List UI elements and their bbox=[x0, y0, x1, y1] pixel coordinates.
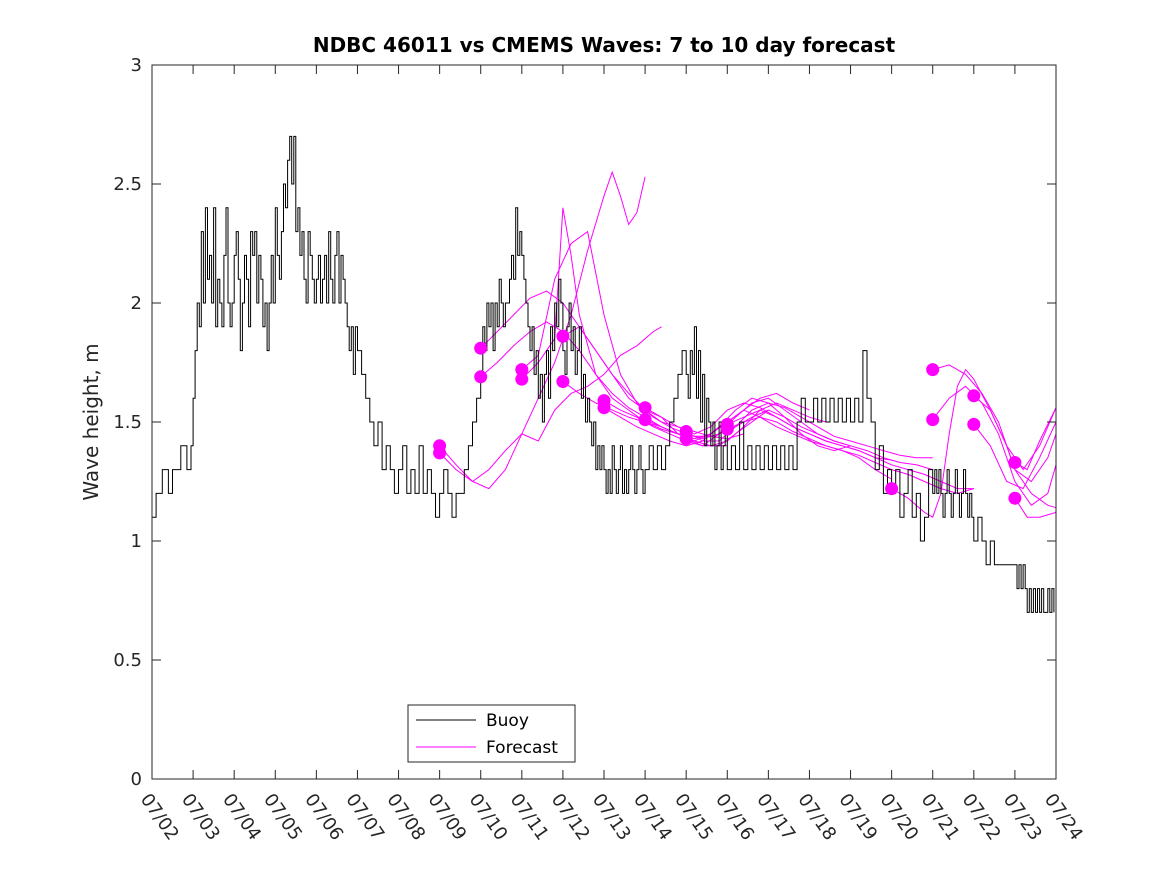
legend-forecast-label: Forecast bbox=[486, 738, 558, 758]
forecast-line-21 bbox=[1014, 407, 1057, 471]
legend-buoy-label: Buoy bbox=[486, 711, 529, 731]
forecast-marker-17 bbox=[926, 363, 940, 377]
forecast-line-16 bbox=[891, 368, 1057, 518]
forecast-marker-9 bbox=[597, 401, 611, 415]
forecast-marker-1 bbox=[433, 446, 447, 460]
forecast-line-17 bbox=[932, 364, 1057, 483]
forecast-marker-5 bbox=[515, 372, 529, 386]
y-tick-label: 1 bbox=[131, 531, 142, 552]
forecast-marker-22 bbox=[1008, 491, 1022, 505]
forecast-marker-6 bbox=[556, 329, 570, 343]
forecast-marker-11 bbox=[638, 413, 652, 427]
y-tick-label: 2 bbox=[131, 293, 142, 314]
forecast-line-18 bbox=[932, 385, 1057, 507]
forecast-line-22 bbox=[1014, 497, 1057, 518]
forecast-marker-2 bbox=[474, 341, 488, 355]
y-tick-label: 3 bbox=[131, 55, 142, 76]
forecast-marker-15 bbox=[720, 422, 734, 436]
forecast-marker-16 bbox=[885, 482, 899, 496]
forecast-line-20 bbox=[973, 421, 1057, 490]
forecast-marker-4 bbox=[515, 363, 529, 377]
legend-box bbox=[407, 704, 576, 763]
forecast-marker-19 bbox=[967, 389, 981, 403]
forecast-line-1 bbox=[439, 326, 662, 483]
forecast-marker-21 bbox=[1008, 456, 1022, 469]
y-tick-label: 0.5 bbox=[113, 650, 142, 671]
forecast-marker-10 bbox=[638, 401, 652, 415]
y-tick-label: 0 bbox=[131, 769, 142, 790]
forecast-marker-13 bbox=[679, 432, 693, 446]
y-tick-label: 2.5 bbox=[113, 174, 142, 195]
forecast-marker-20 bbox=[967, 417, 981, 431]
legend: Buoy Forecast bbox=[407, 704, 576, 763]
forecast-marker-18 bbox=[926, 413, 940, 427]
chart-title: NDBC 46011 vs CMEMS Waves: 7 to 10 day f… bbox=[313, 33, 896, 57]
y-tick-label: 1.5 bbox=[113, 412, 142, 433]
plot-area bbox=[152, 65, 1056, 779]
y-axis: 0 0.5 1 1.5 2 2.5 3 bbox=[113, 55, 1056, 790]
forecast-marker-7 bbox=[556, 375, 570, 388]
y-axis-label: Wave height, m bbox=[79, 343, 103, 500]
forecast-marker-3 bbox=[474, 370, 488, 384]
buoy-line bbox=[152, 135, 1055, 613]
forecast-marker-group bbox=[433, 329, 1022, 505]
buoy-series-group bbox=[152, 135, 1055, 613]
